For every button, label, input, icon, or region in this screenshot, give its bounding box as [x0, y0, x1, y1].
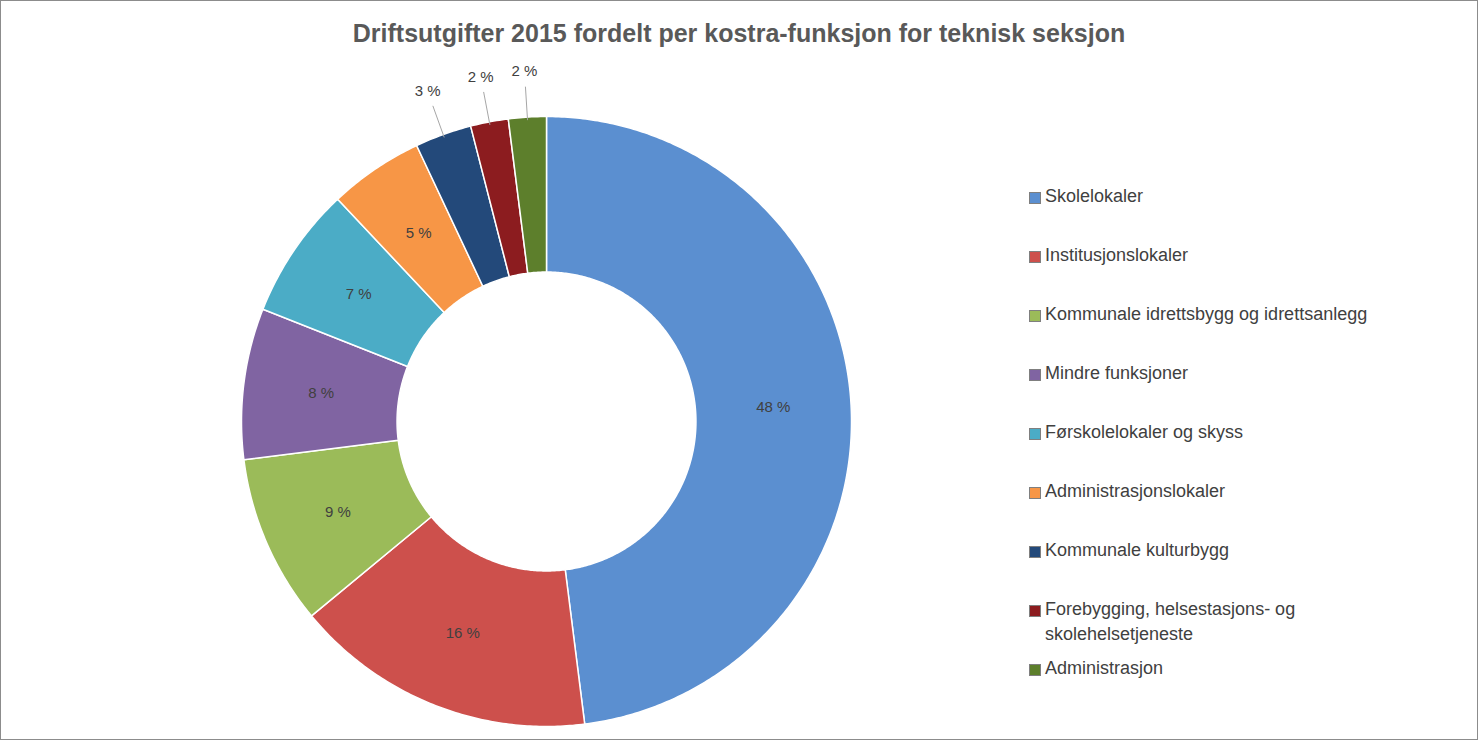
svg-text:16 %: 16 % — [446, 624, 480, 641]
svg-text:3 %: 3 % — [415, 82, 441, 99]
html-text:Driftsutgifter 2015 fordelt pe: Driftsutgifter 2015 fordelt per kostra-f… — [352, 19, 1126, 47]
html-text:Skolelokaler: Skolelokaler — [1045, 186, 1144, 206]
html-text:Institusjonslokaler: Institusjonslokaler — [1045, 245, 1189, 265]
html-text:Kommunale kulturbygg: Kommunale kulturbygg — [1045, 540, 1230, 560]
svg-text:9 %: 9 % — [325, 503, 351, 520]
svg-text:5 %: 5 % — [406, 224, 432, 241]
html-text:Administrasjonslokaler: Administrasjonslokaler — [1045, 481, 1226, 501]
svg-text:2 %: 2 % — [512, 62, 538, 79]
svg-text:2 %: 2 % — [468, 68, 494, 85]
svg-text:8 %: 8 % — [308, 384, 334, 401]
html-text:Førskolelokaler og skyss: Førskolelokaler og skyss — [1045, 422, 1244, 442]
html-text:Administrasjon: Administrasjon — [1045, 658, 1163, 678]
svg-text:48 %: 48 % — [756, 398, 790, 415]
svg-text:7 %: 7 % — [346, 285, 372, 302]
html-text:Mindre funksjoner: Mindre funksjoner — [1045, 363, 1189, 383]
html-text:Forebygging, helsestasjons- og: Forebygging, helsestasjons- og skolehels… — [1045, 599, 1296, 644]
html-text:Kommunale idrettsbygg og idret: Kommunale idrettsbygg og idrettsanlegg — [1045, 304, 1368, 324]
